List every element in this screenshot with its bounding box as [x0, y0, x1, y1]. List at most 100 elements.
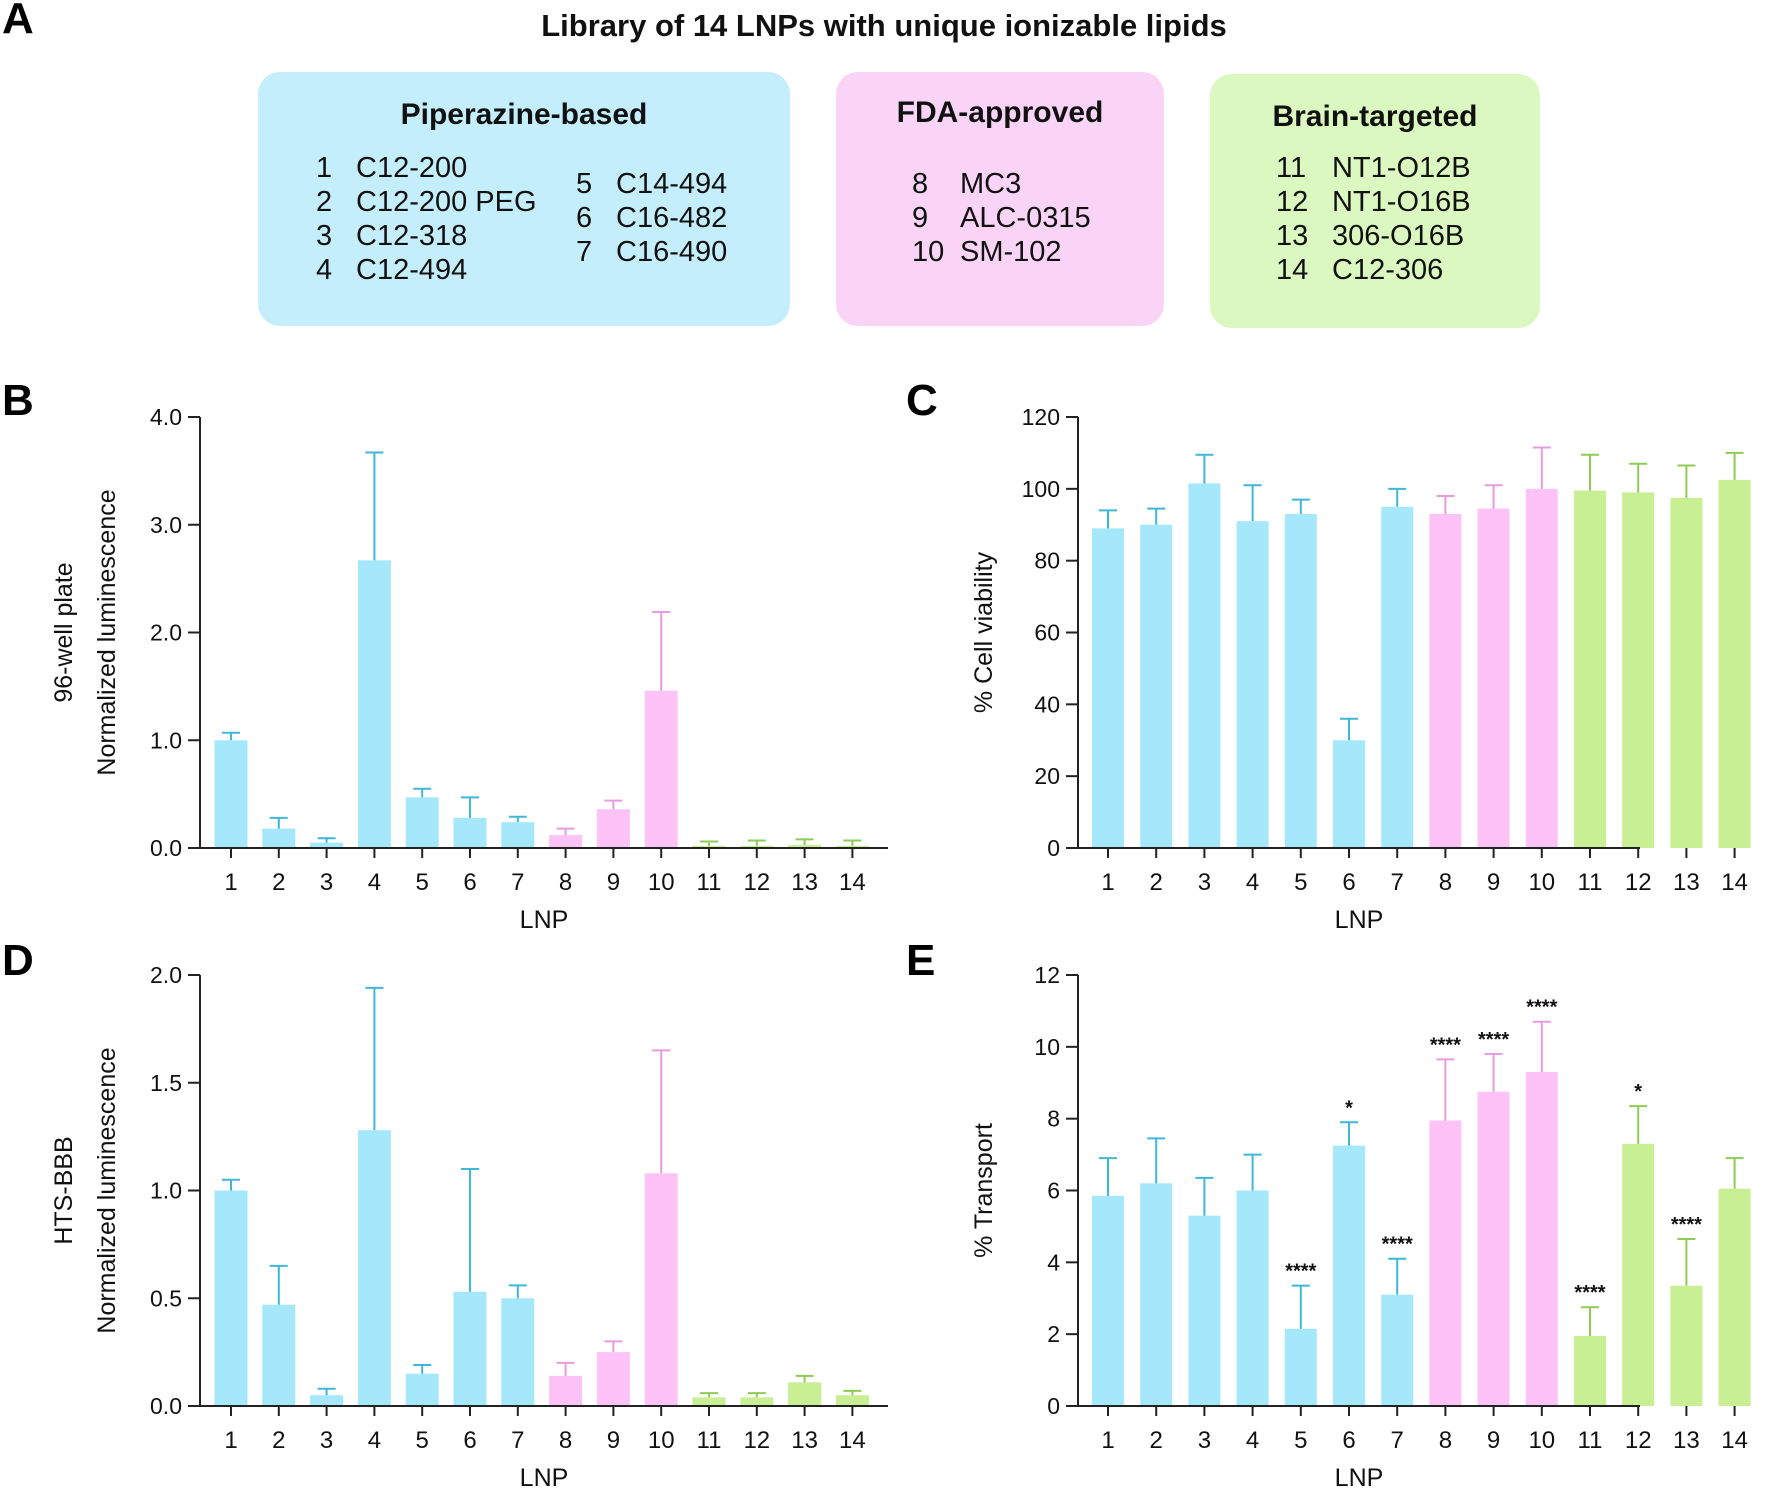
chart-b-y-tick-label: 4.0	[150, 404, 182, 430]
chart-e-bar	[1140, 1183, 1173, 1406]
chart-c-bar	[1092, 528, 1124, 848]
chart-c-bar	[1477, 508, 1510, 848]
chart-c-bar	[1670, 497, 1703, 848]
chart-e-x-tick-label: 9	[1487, 1427, 1500, 1454]
chart-c-x-tick-label: 6	[1342, 869, 1355, 896]
panel-label-a: A	[2, 0, 34, 43]
chart-e-x-tick-label: 10	[1528, 1427, 1555, 1454]
chart-b-x-tick-label: 2	[272, 869, 285, 896]
chart-e-bar	[1525, 1071, 1558, 1406]
lipid-number: 2	[316, 186, 333, 218]
chart-d-bar	[405, 1373, 439, 1406]
chart-d-bar	[549, 1375, 583, 1406]
chart-e-significance-label: *	[1345, 1097, 1353, 1119]
lipid-item-12: 12 NT1-O16B	[1276, 186, 1471, 219]
chart-e-x-tick-label: 7	[1391, 1427, 1404, 1454]
chart-d-bar	[740, 1397, 774, 1406]
chart-b-y-tick-label: 1.0	[150, 727, 182, 753]
chart-d-y-tick-label: 1.0	[150, 1178, 182, 1204]
chart-d-y-tick-label: 1.5	[150, 1070, 182, 1096]
chart-d-x-tick-label: 10	[648, 1427, 675, 1454]
chart-c-x-tick-label: 4	[1246, 869, 1259, 896]
chart-c-bar	[1429, 513, 1462, 848]
chart-b-x-tick-label: 8	[559, 869, 572, 896]
chart-c-y-tick-label: 120	[1022, 404, 1060, 430]
chart-b-x-tick-label: 4	[368, 869, 381, 896]
chart-c-y-tick-label: 60	[1034, 620, 1060, 646]
lipid-item-14: 14 C12-306	[1276, 254, 1443, 287]
chart-b-bar	[357, 560, 391, 848]
lipid-name: C12-200	[356, 152, 468, 184]
group-brain-box: Brain-targeted 11 NT1-O12B 12 NT1-O16B 13 3…	[1210, 74, 1540, 328]
group-fda-box: FDA-approved 8 MC3 9 ALC-0315 10 SM-102	[836, 72, 1164, 326]
chart-e-bar	[1622, 1143, 1655, 1406]
chart-b-x-axis-label: LNP	[520, 906, 569, 934]
chart-d-x-tick-label: 6	[463, 1427, 476, 1454]
chart-e-significance-label: ****	[1478, 1029, 1509, 1051]
chart-b-x-tick-label: 3	[320, 869, 333, 896]
chart-c-bar	[1284, 513, 1317, 848]
chart-e-y-tick-label: 0	[1047, 1393, 1060, 1419]
lipid-number: 11	[1276, 152, 1307, 184]
chart-b-bar	[501, 822, 535, 848]
chart-d-x-tick-label: 9	[607, 1427, 620, 1454]
chart-e-bar	[1429, 1120, 1462, 1406]
lipid-item-6: 6 C16-482	[576, 202, 727, 235]
chart-c-x-tick-label: 8	[1439, 869, 1452, 896]
chart-d-bar	[310, 1395, 344, 1406]
chart-e-bar	[1718, 1188, 1751, 1406]
chart-e-bar	[1477, 1091, 1510, 1406]
lipid-number: 10	[912, 236, 945, 268]
lipid-item-11: 11 NT1-O12B	[1276, 152, 1471, 185]
lipid-number: 9	[912, 202, 929, 234]
chart-c-y-tick-label: 0	[1047, 835, 1060, 861]
chart-e-significance-label: ****	[1382, 1234, 1413, 1256]
chart-e-y-tick-label: 2	[1047, 1321, 1060, 1347]
chart-d-x-tick-label: 14	[839, 1427, 866, 1454]
chart-c-y-tick-label: 40	[1034, 691, 1060, 717]
chart-c-y-axis-label: % Cell viability	[970, 551, 998, 713]
chart-b-bar	[788, 844, 822, 848]
chart-c-bar	[1333, 740, 1365, 848]
chart-d-bar	[692, 1397, 726, 1406]
chart-b-bar	[262, 828, 296, 848]
chart-c-bar	[1381, 506, 1414, 848]
chart-d-y-axis-label: Normalized luminescence	[93, 1047, 121, 1333]
chart-e-bar	[1333, 1145, 1365, 1406]
chart-e-significance-label: ****	[1430, 1034, 1461, 1056]
chart-b-x-tick-label: 13	[791, 869, 818, 896]
lipid-number: 13	[1276, 220, 1309, 252]
chart-c-bar	[1574, 490, 1606, 848]
chart-d-x-tick-label: 13	[791, 1427, 818, 1454]
lipid-number: 8	[912, 168, 929, 200]
chart-b-bar	[596, 809, 630, 848]
chart-e-significance-label: ****	[1526, 997, 1557, 1019]
chart-e-x-axis-label: LNP	[1335, 1464, 1384, 1488]
lipid-name: C12-200 PEG	[356, 186, 537, 218]
lipid-item-13: 13 306-O16B	[1276, 220, 1464, 253]
chart-b-bar	[405, 797, 439, 848]
lipid-item-5: 5 C14-494	[576, 168, 727, 201]
chart-c-x-tick-label: 1	[1101, 869, 1114, 896]
chart-e-x-tick-label: 4	[1246, 1427, 1259, 1454]
lipid-name: C16-490	[616, 236, 728, 268]
chart-c-bar	[1188, 483, 1221, 848]
lipid-item-1: 1 C12-200	[316, 152, 467, 185]
chart-c-bar	[1236, 521, 1269, 848]
lipid-number: 14	[1276, 254, 1309, 286]
chart-c-bar	[1622, 492, 1655, 848]
lipid-number: 1	[316, 152, 333, 184]
lipid-name: 306-O16B	[1332, 220, 1465, 252]
chart-c-bar	[1140, 524, 1173, 848]
chart-e-x-tick-label: 11	[1578, 1427, 1603, 1454]
chart-d-bar	[788, 1382, 822, 1406]
lipid-number: 7	[576, 236, 593, 268]
lipid-number: 3	[316, 220, 333, 252]
chart-e-significance-label: ****	[1285, 1261, 1316, 1283]
chart-d-x-tick-label: 2	[272, 1427, 285, 1454]
chart-c-x-tick-label: 11	[1578, 869, 1603, 896]
lipid-number: 5	[576, 168, 593, 200]
chart-d-x-tick-label: 4	[368, 1427, 381, 1454]
lipid-name: NT1-O12B	[1332, 152, 1471, 184]
chart-c-x-axis-label: LNP	[1335, 906, 1384, 934]
